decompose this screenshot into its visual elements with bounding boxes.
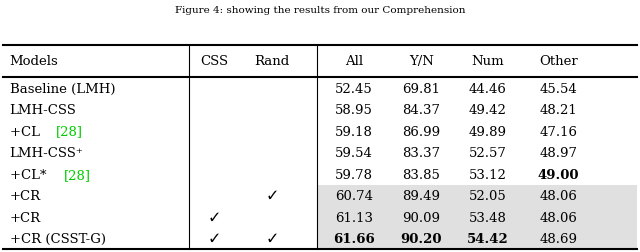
Text: Other: Other (540, 55, 578, 68)
Text: 53.48: 53.48 (468, 211, 507, 224)
Text: 48.69: 48.69 (540, 232, 578, 245)
Text: CSS: CSS (200, 55, 228, 68)
Bar (317, 185, 637, 207)
Text: +CL: +CL (10, 125, 44, 138)
Text: 69.81: 69.81 (402, 82, 440, 95)
Text: 60.74: 60.74 (335, 190, 373, 202)
Text: 86.99: 86.99 (402, 125, 440, 138)
Text: 45.54: 45.54 (540, 82, 577, 95)
Text: +CR (CSST-G): +CR (CSST-G) (10, 232, 106, 245)
Text: +CR: +CR (10, 190, 41, 202)
Text: All: All (345, 55, 363, 68)
Text: LMH-CSS⁺: LMH-CSS⁺ (10, 147, 83, 160)
Bar (317, 228, 637, 249)
Text: 48.97: 48.97 (540, 147, 578, 160)
Text: 49.42: 49.42 (468, 104, 507, 117)
Bar (317, 207, 637, 228)
Text: +CR: +CR (10, 211, 41, 224)
Text: 49.89: 49.89 (468, 125, 507, 138)
Text: ✓: ✓ (266, 188, 278, 203)
Text: Baseline (LMH): Baseline (LMH) (10, 82, 115, 95)
Text: 54.42: 54.42 (467, 232, 509, 245)
Text: 83.37: 83.37 (402, 147, 440, 160)
Text: 52.45: 52.45 (335, 82, 372, 95)
Text: Rand: Rand (254, 55, 290, 68)
Text: 59.54: 59.54 (335, 147, 373, 160)
Text: 90.09: 90.09 (402, 211, 440, 224)
Text: 58.95: 58.95 (335, 104, 373, 117)
Text: 90.20: 90.20 (401, 232, 442, 245)
Text: 48.06: 48.06 (540, 211, 578, 224)
Text: [28]: [28] (56, 125, 83, 138)
Text: 47.16: 47.16 (540, 125, 578, 138)
Text: Figure 4: showing the results from our Comprehension: Figure 4: showing the results from our C… (175, 6, 465, 15)
Text: 61.13: 61.13 (335, 211, 373, 224)
Text: 53.12: 53.12 (468, 168, 507, 181)
Text: Y/N: Y/N (409, 55, 433, 68)
Text: ✓: ✓ (208, 231, 221, 246)
Text: 48.06: 48.06 (540, 190, 578, 202)
Text: 52.57: 52.57 (468, 147, 507, 160)
Text: ✓: ✓ (266, 231, 278, 246)
Text: [28]: [28] (64, 168, 91, 181)
Text: 48.21: 48.21 (540, 104, 577, 117)
Text: 89.49: 89.49 (402, 190, 440, 202)
Text: 84.37: 84.37 (402, 104, 440, 117)
Text: LMH-CSS: LMH-CSS (10, 104, 76, 117)
Text: 83.85: 83.85 (402, 168, 440, 181)
Text: ✓: ✓ (208, 210, 221, 225)
Text: Models: Models (10, 55, 58, 68)
Text: 59.18: 59.18 (335, 125, 373, 138)
Text: 44.46: 44.46 (468, 82, 507, 95)
Text: +CL*: +CL* (10, 168, 51, 181)
Text: 61.66: 61.66 (333, 232, 375, 245)
Text: Num: Num (472, 55, 504, 68)
Text: 52.05: 52.05 (469, 190, 506, 202)
Text: 59.78: 59.78 (335, 168, 373, 181)
Text: 49.00: 49.00 (538, 168, 579, 181)
